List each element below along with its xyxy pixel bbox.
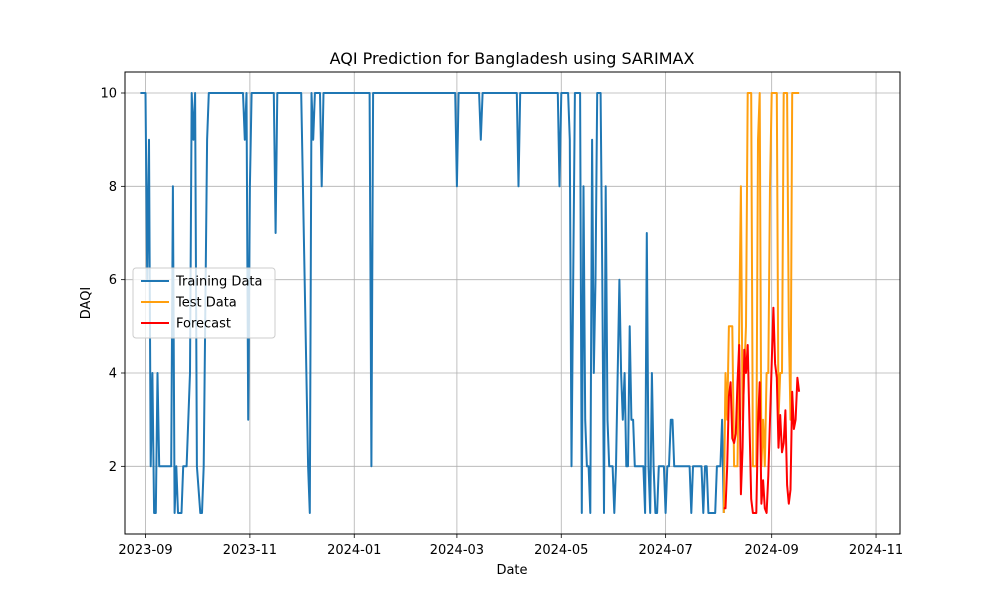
chart-title: AQI Prediction for Bangladesh using SARI…	[330, 49, 695, 68]
series-layer	[140, 92, 801, 514]
legend-label: Test Data	[175, 296, 237, 311]
y-tick-label: 10	[100, 87, 117, 102]
legend-label: Forecast	[176, 317, 231, 332]
x-tick-label: 2024-03	[430, 543, 484, 558]
ticks: 2023-09 2023-11 2024-01 2024-03 2024-05 2024-…	[100, 87, 903, 559]
series-line-forecast	[723, 306, 801, 514]
y-tick-label: 8	[109, 180, 117, 195]
y-axis-label: DAQI	[79, 287, 94, 320]
series-line-training-data	[140, 92, 725, 514]
x-tick-label: 2024-11	[849, 543, 903, 558]
legend: Training Data Test Data Forecast	[132, 267, 276, 339]
y-tick-label: 6	[109, 273, 117, 288]
legend-label: Training Data	[175, 275, 262, 290]
plot-frame	[124, 71, 901, 535]
x-tick-label: 2023-09	[118, 543, 172, 558]
x-tick-label: 2023-11	[223, 543, 277, 558]
x-axis-label: Date	[496, 563, 527, 578]
y-tick-label: 4	[109, 367, 117, 382]
legend-box	[132, 267, 276, 339]
x-tick-label: 2024-01	[327, 543, 381, 558]
x-tick-label: 2024-09	[745, 543, 799, 558]
x-tick-label: 2024-05	[534, 543, 588, 558]
x-tick-label: 2024-07	[638, 543, 692, 558]
y-tick-label: 2	[109, 460, 117, 475]
